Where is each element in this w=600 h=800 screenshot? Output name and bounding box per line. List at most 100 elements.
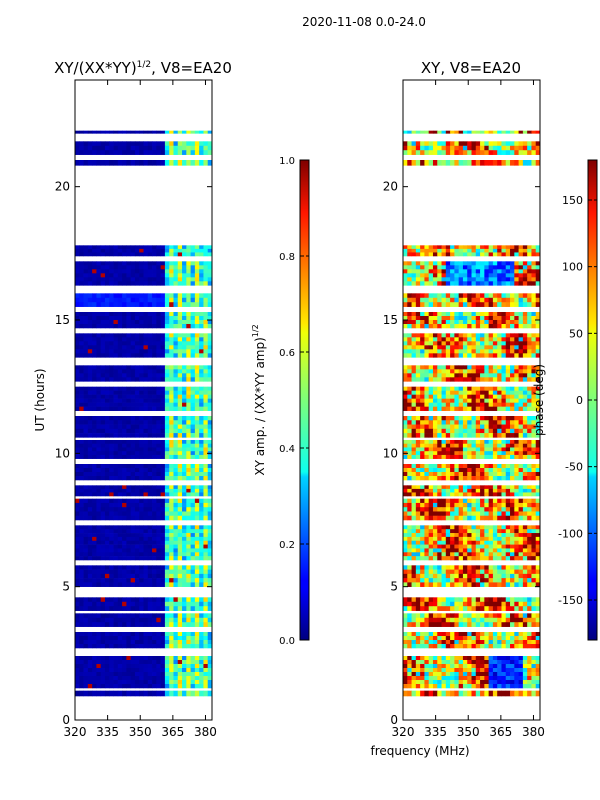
heatmap-cell [403,424,408,430]
heatmap-cell [424,440,430,445]
heatmap-cell [126,302,132,307]
heatmap-cell [156,640,162,645]
heatmap-cell [130,447,136,452]
heatmap-cell [186,365,191,370]
heatmap-cell [143,569,149,575]
heatmap-cell [186,613,191,619]
heatmap-cell [428,533,434,538]
heatmap-cell [126,472,132,477]
heatmap-cell [169,507,174,512]
heatmap-cell [441,424,447,430]
heatmap-cell [113,544,119,549]
heatmap-cell [152,525,157,530]
heatmap-cell [488,420,494,425]
heatmap-cell [75,552,80,557]
heatmap-cell [471,498,477,504]
heatmap-cell [143,644,149,649]
heatmap-cell [462,485,468,490]
heatmap-cell [501,420,507,425]
heatmap-cell [514,640,519,645]
heatmap-cell [96,130,102,134]
heatmap-cell [467,636,472,641]
heatmap-cell [177,525,183,530]
heatmap-cell [126,502,132,508]
heatmap-cell [156,515,162,521]
heatmap-cell [531,573,537,579]
heatmap-cell [173,390,179,395]
heatmap-cell [134,536,140,542]
heatmap-cell [87,660,93,665]
heatmap-cell [109,277,114,282]
heatmap-cell [475,540,481,545]
heatmap-cell [87,265,93,270]
heatmap-cell [432,668,438,673]
heatmap-cell [522,636,528,641]
heatmap-cell [199,640,204,645]
heatmap-cell [428,676,434,681]
heatmap-cell [190,302,196,307]
heatmap-cell [458,601,464,607]
heatmap-cell [437,533,442,538]
heatmap-cell [199,398,204,403]
heatmap-cell [173,398,179,403]
heatmap-cell [514,492,519,497]
heatmap-cell [75,320,80,325]
heatmap-cell [403,498,408,504]
heatmap-cell [194,443,200,448]
heatmap-cell [458,488,464,493]
heatmap-cell [505,502,511,508]
heatmap-cell [177,676,183,681]
heatmap-cell [104,337,110,342]
heatmap-cell [505,416,511,421]
heatmap-cell [527,606,532,611]
heatmap-cell [117,349,123,354]
heatmap-cell [407,529,412,534]
heatmap-cell [177,485,183,490]
heatmap-cell [126,248,132,253]
heatmap-cell [454,498,460,504]
heatmap-cell [96,141,102,147]
heatmap-cell [143,601,149,607]
heatmap-cell [415,424,421,430]
heatmap-cell [83,656,89,661]
heatmap-cell [109,353,114,358]
heatmap-cell [190,578,196,583]
heatmap-cell [160,353,166,358]
heatmap-cell [194,540,200,545]
heatmap-cell [182,333,187,338]
heatmap-cell [428,369,434,374]
heatmap-cell [505,582,511,587]
heatmap-cell [160,668,166,673]
heatmap-cell [182,544,187,549]
heatmap-cell [173,428,179,434]
heatmap-cell [160,529,166,534]
heatmap-cell [182,248,187,253]
heatmap-cell [92,582,97,587]
heatmap-cell [109,582,114,587]
heatmap-cell [203,424,209,430]
heatmap-cell [527,394,532,399]
heatmap-cell [156,349,162,354]
heatmap-cell [164,265,170,270]
heatmap-cell [199,573,204,579]
heatmap-cell [147,333,153,338]
heatmap-cell [164,606,170,611]
heatmap-cell [450,454,455,459]
heatmap-cell [492,556,498,561]
heatmap-cell [450,636,455,641]
heatmap-cell [100,394,106,399]
heatmap-cell [428,502,434,508]
heatmap-cell [126,632,132,637]
heatmap-cell [488,464,494,469]
heatmap-cell [164,443,170,448]
heatmap-cell [514,507,519,512]
heatmap-cell [415,668,421,673]
heatmap-cell [177,613,183,619]
heatmap-cell [488,617,494,623]
heatmap-cell [169,690,174,697]
heatmap-cell [437,472,442,477]
heatmap-cell [505,386,511,391]
heatmap-cell [203,640,209,645]
heatmap-cell [186,349,191,354]
